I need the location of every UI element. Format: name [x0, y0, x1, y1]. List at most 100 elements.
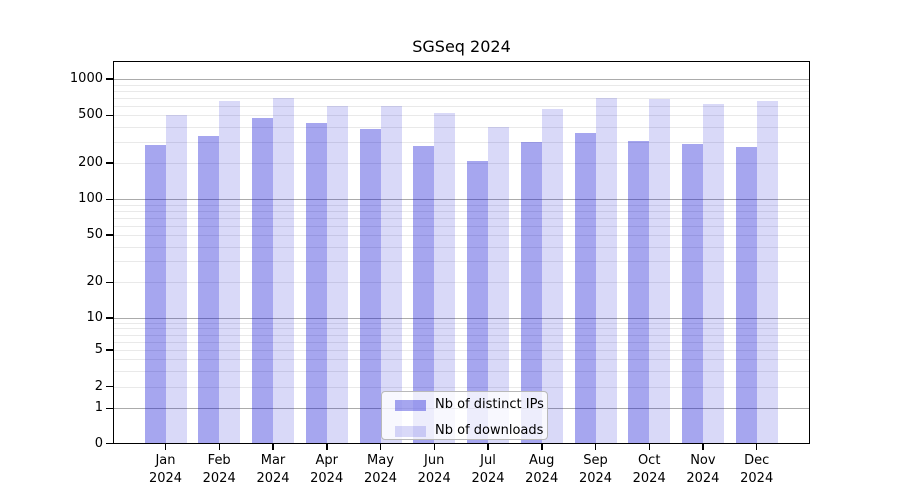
x-tick-mark	[433, 444, 435, 450]
x-tick-label: Jul 2024	[471, 453, 505, 486]
y-tick-label: 1	[94, 400, 103, 416]
bar-distinct-ips-aug	[520, 142, 542, 444]
x-tick-label: Dec 2024	[740, 453, 774, 486]
y-tick-label: 0	[94, 435, 103, 451]
major-gridline	[113, 318, 810, 319]
y-tick-mark	[106, 162, 113, 164]
minor-gridline	[113, 115, 810, 117]
x-tick-label: Jan 2024	[148, 453, 183, 486]
minor-gridline	[113, 90, 810, 92]
minor-gridline	[113, 328, 810, 330]
bar-downloads-dec	[756, 100, 778, 444]
y-tick-mark	[106, 442, 113, 445]
y-tick-mark	[106, 198, 113, 201]
bar-downloads-sep	[595, 98, 617, 444]
minor-gridline	[113, 334, 810, 336]
y-tick-mark	[106, 385, 113, 388]
y-tick-label: 1000	[69, 71, 103, 86]
x-tick-label: May 2024	[363, 453, 398, 486]
bar-downloads-jun	[434, 112, 456, 444]
minor-gridline	[113, 282, 810, 284]
bar-distinct-ips-may	[359, 128, 381, 444]
bar-distinct-ips-jun	[413, 145, 435, 444]
x-tick-mark	[594, 444, 597, 450]
bar-downloads-aug	[541, 108, 563, 444]
bar-downloads-nov	[702, 104, 724, 444]
y-tick-label: 10	[86, 310, 103, 325]
x-tick-mark	[648, 444, 650, 450]
y-tick-label: 5	[94, 342, 103, 357]
minor-gridline	[113, 358, 810, 360]
bar-distinct-ips-jul	[467, 161, 488, 444]
x-tick-mark	[218, 444, 220, 450]
legend-item-distinct-ips: Nb of distinct IPs	[395, 396, 544, 414]
x-tick-mark	[487, 444, 489, 450]
x-tick-label: Oct 2024	[632, 453, 666, 486]
y-tick-label: 500	[78, 107, 103, 123]
legend-item-downloads: Nb of downloads	[395, 422, 543, 440]
legend-swatch-distinct-ips	[395, 399, 426, 411]
x-tick-mark	[164, 444, 167, 450]
x-tick-label: Apr 2024	[310, 453, 344, 486]
bar-downloads-may	[380, 105, 402, 444]
bar-distinct-ips-nov	[681, 144, 703, 444]
legend-label-downloads: Nb of downloads	[435, 423, 544, 438]
minor-gridline	[113, 210, 810, 212]
y-tick-mark	[106, 317, 113, 319]
chart-title: SGSeq 2024	[412, 37, 511, 56]
y-tick-label: 50	[86, 227, 103, 242]
bar-downloads-apr	[326, 105, 348, 444]
y-tick-label: 20	[86, 274, 103, 290]
x-tick-mark	[702, 444, 704, 450]
minor-gridline	[113, 370, 810, 372]
bar-distinct-ips-oct	[628, 141, 650, 444]
minor-gridline	[113, 341, 810, 343]
minor-gridline	[113, 105, 810, 107]
y-tick-label: 100	[78, 191, 103, 207]
bar-distinct-ips-dec	[735, 147, 757, 444]
minor-gridline	[113, 217, 810, 219]
x-tick-label: Nov 2024	[686, 453, 720, 486]
bar-distinct-ips-jan	[144, 145, 166, 444]
legend-label-distinct-ips: Nb of distinct IPs	[435, 397, 544, 412]
bar-distinct-ips-feb	[198, 135, 220, 444]
y-tick-mark	[106, 78, 113, 80]
minor-gridline	[113, 246, 810, 248]
minor-gridline	[113, 235, 810, 236]
minor-gridline	[113, 204, 810, 206]
major-gridline	[113, 199, 810, 201]
minor-gridline	[113, 350, 810, 351]
x-tick-label: Jun 2024	[417, 453, 451, 486]
y-tick-label: 200	[78, 155, 103, 171]
x-tick-label: Aug 2024	[525, 453, 559, 486]
x-tick-mark	[755, 444, 758, 450]
minor-gridline	[113, 261, 810, 263]
y-tick-mark	[106, 114, 113, 116]
major-gridline	[113, 79, 810, 80]
y-tick-label: 2	[94, 378, 103, 394]
x-tick-label: Sep 2024	[578, 453, 613, 486]
x-tick-label: Mar 2024	[256, 453, 290, 486]
minor-gridline	[113, 322, 810, 324]
minor-gridline	[113, 126, 810, 128]
legend-swatch-downloads	[395, 425, 426, 437]
bar-distinct-ips-mar	[252, 117, 273, 444]
minor-gridline	[113, 97, 810, 99]
x-tick-mark	[326, 444, 328, 450]
legend: Nb of distinct IPs Nb of downloads	[381, 391, 548, 440]
bar-downloads-jul	[488, 127, 509, 444]
minor-gridline	[113, 225, 810, 227]
bar-distinct-ips-apr	[305, 122, 327, 444]
bar-downloads-feb	[219, 101, 241, 444]
minor-gridline	[113, 386, 810, 388]
x-tick-mark	[272, 444, 274, 450]
x-tick-label: Feb 2024	[202, 453, 236, 486]
y-tick-mark	[106, 281, 113, 283]
bar-downloads-mar	[273, 98, 294, 444]
bar-downloads-oct	[649, 99, 671, 444]
y-tick-mark	[106, 407, 113, 410]
minor-gridline	[113, 163, 810, 165]
bar-distinct-ips-sep	[574, 133, 596, 444]
minor-gridline	[113, 141, 810, 143]
